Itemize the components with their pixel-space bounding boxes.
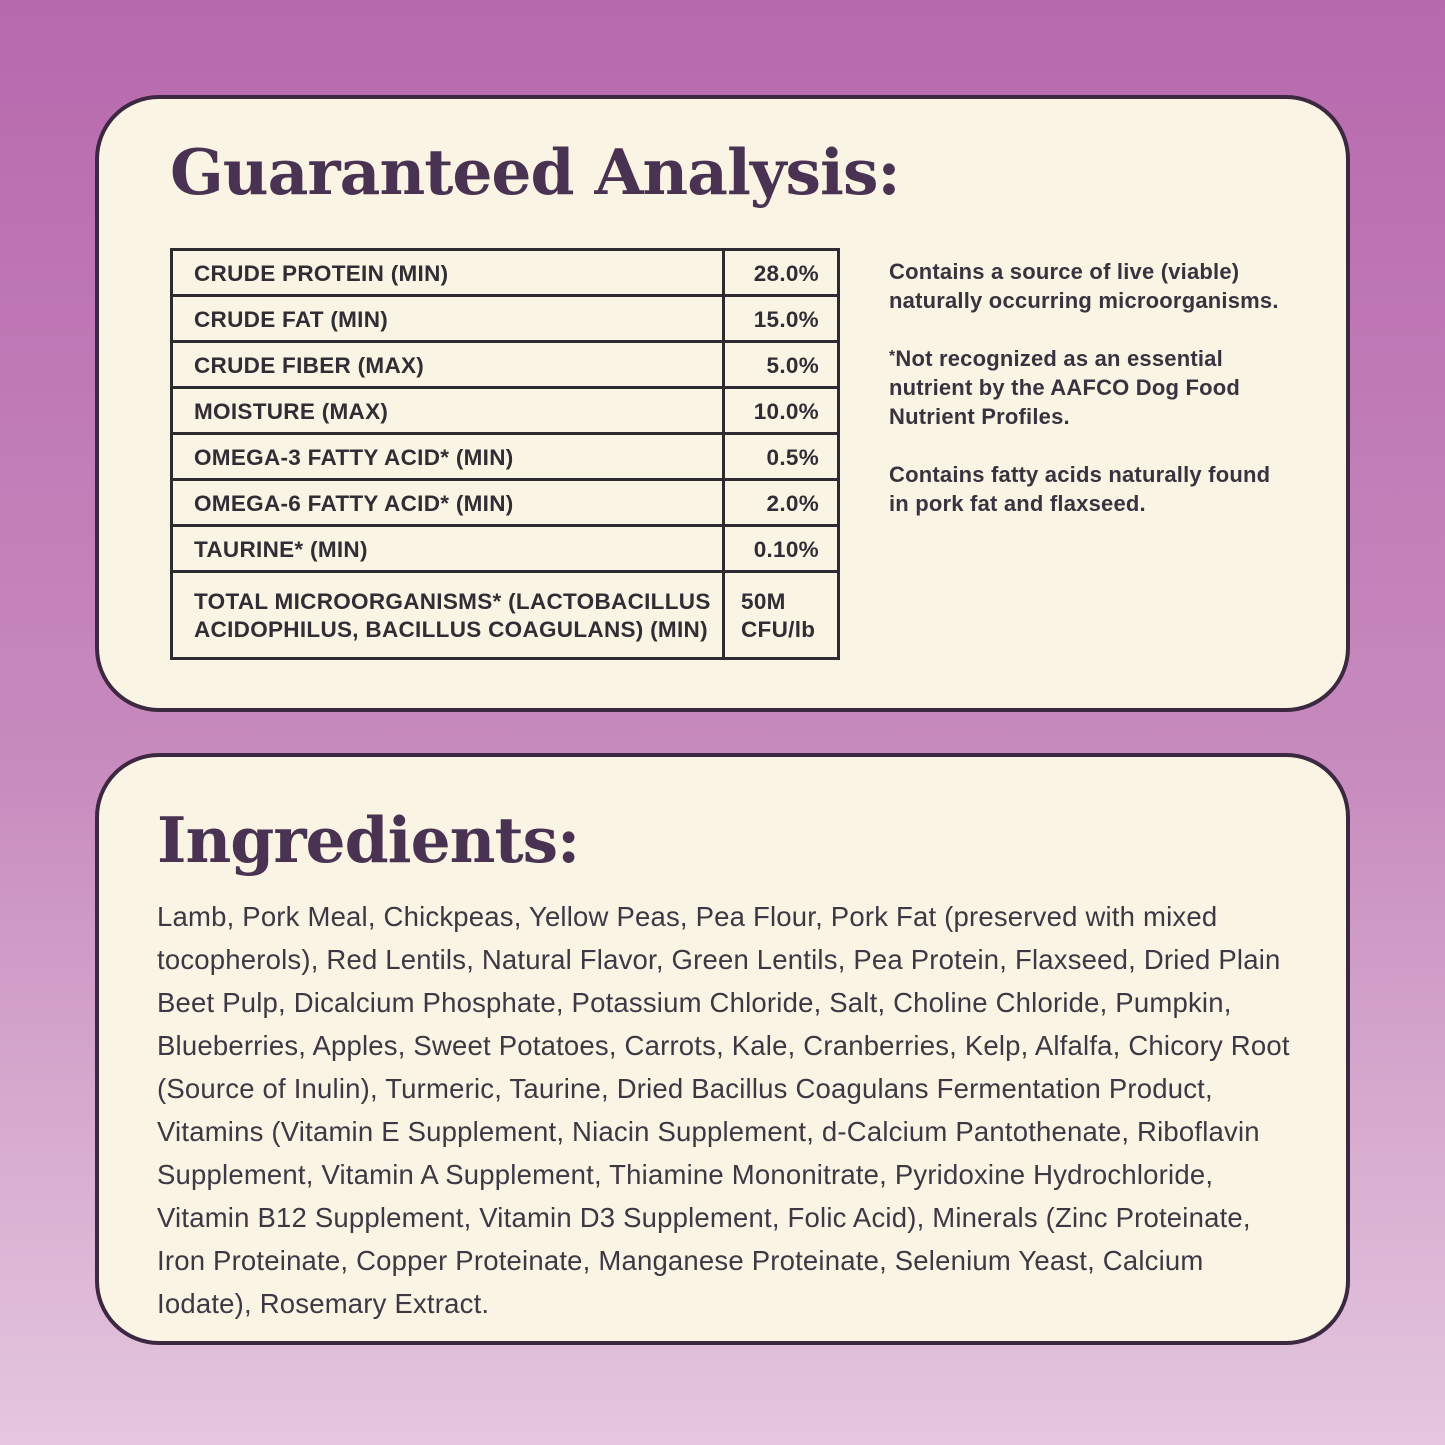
- nutrient-value: 0.10%: [722, 527, 837, 570]
- nutrient-label: TOTAL MICROORGANISMS* (LACTOBACILLUS ACI…: [194, 589, 711, 642]
- guaranteed-analysis-card: Guaranteed Analysis: CRUDE PROTEIN (MIN)…: [95, 95, 1350, 712]
- nutrient-value: 50M CFU/lb: [722, 573, 837, 657]
- nutrient-label: CRUDE PROTEIN (MIN): [194, 260, 449, 286]
- table-row: TOTAL MICROORGANISMS* (LACTOBACILLUS ACI…: [173, 573, 837, 657]
- nutrient-value: 0.5%: [722, 435, 837, 478]
- ingredients-card: Ingredients: Lamb, Pork Meal, Chickpeas,…: [95, 753, 1350, 1345]
- table-row: OMEGA-6 FATTY ACID* (MIN) 2.0%: [173, 481, 837, 527]
- nutrient-value: 28.0%: [722, 251, 837, 294]
- ingredients-title: Ingredients:: [157, 803, 580, 877]
- nutrient-label: CRUDE FIBER (MAX): [194, 352, 425, 378]
- table-row: CRUDE FIBER (MAX) 5.0%: [173, 343, 837, 389]
- table-row: OMEGA-3 FATTY ACID* (MIN) 0.5%: [173, 435, 837, 481]
- table-row: CRUDE FAT (MIN) 15.0%: [173, 297, 837, 343]
- ingredients-text: Lamb, Pork Meal, Chickpeas, Yellow Peas,…: [157, 901, 1290, 1319]
- table-row: TAURINE* (MIN) 0.10%: [173, 527, 837, 573]
- asterisk-superscript: *: [889, 348, 896, 365]
- note-fatty-acids: Contains fatty acids naturally found in …: [889, 462, 1271, 516]
- note-aafco-text: Not recognized as an essential nutrient …: [889, 346, 1241, 429]
- guaranteed-analysis-table: CRUDE PROTEIN (MIN) 28.0% CRUDE FAT (MIN…: [170, 248, 840, 660]
- nutrient-label: TAURINE* (MIN): [194, 536, 368, 562]
- guaranteed-analysis-title: Guaranteed Analysis:: [170, 135, 901, 209]
- note-aafco: *Not recognized as an essential nutrient…: [889, 344, 1281, 431]
- nutrient-value: 2.0%: [722, 481, 837, 524]
- nutrient-label: CRUDE FAT (MIN): [194, 306, 389, 332]
- table-row: MOISTURE (MAX) 10.0%: [173, 389, 837, 435]
- table-row: CRUDE PROTEIN (MIN) 28.0%: [173, 251, 837, 297]
- note-microorganisms: Contains a source of live (viable) natur…: [889, 259, 1279, 313]
- analysis-notes: Contains a source of live (viable) natur…: [889, 257, 1281, 547]
- nutrient-value: 15.0%: [722, 297, 837, 340]
- nutrient-label: OMEGA-3 FATTY ACID* (MIN): [194, 444, 514, 470]
- nutrient-value: 10.0%: [722, 389, 837, 432]
- nutrient-label: MOISTURE (MAX): [194, 398, 389, 424]
- nutrient-value: 5.0%: [722, 343, 837, 386]
- nutrient-label: OMEGA-6 FATTY ACID* (MIN): [194, 490, 514, 516]
